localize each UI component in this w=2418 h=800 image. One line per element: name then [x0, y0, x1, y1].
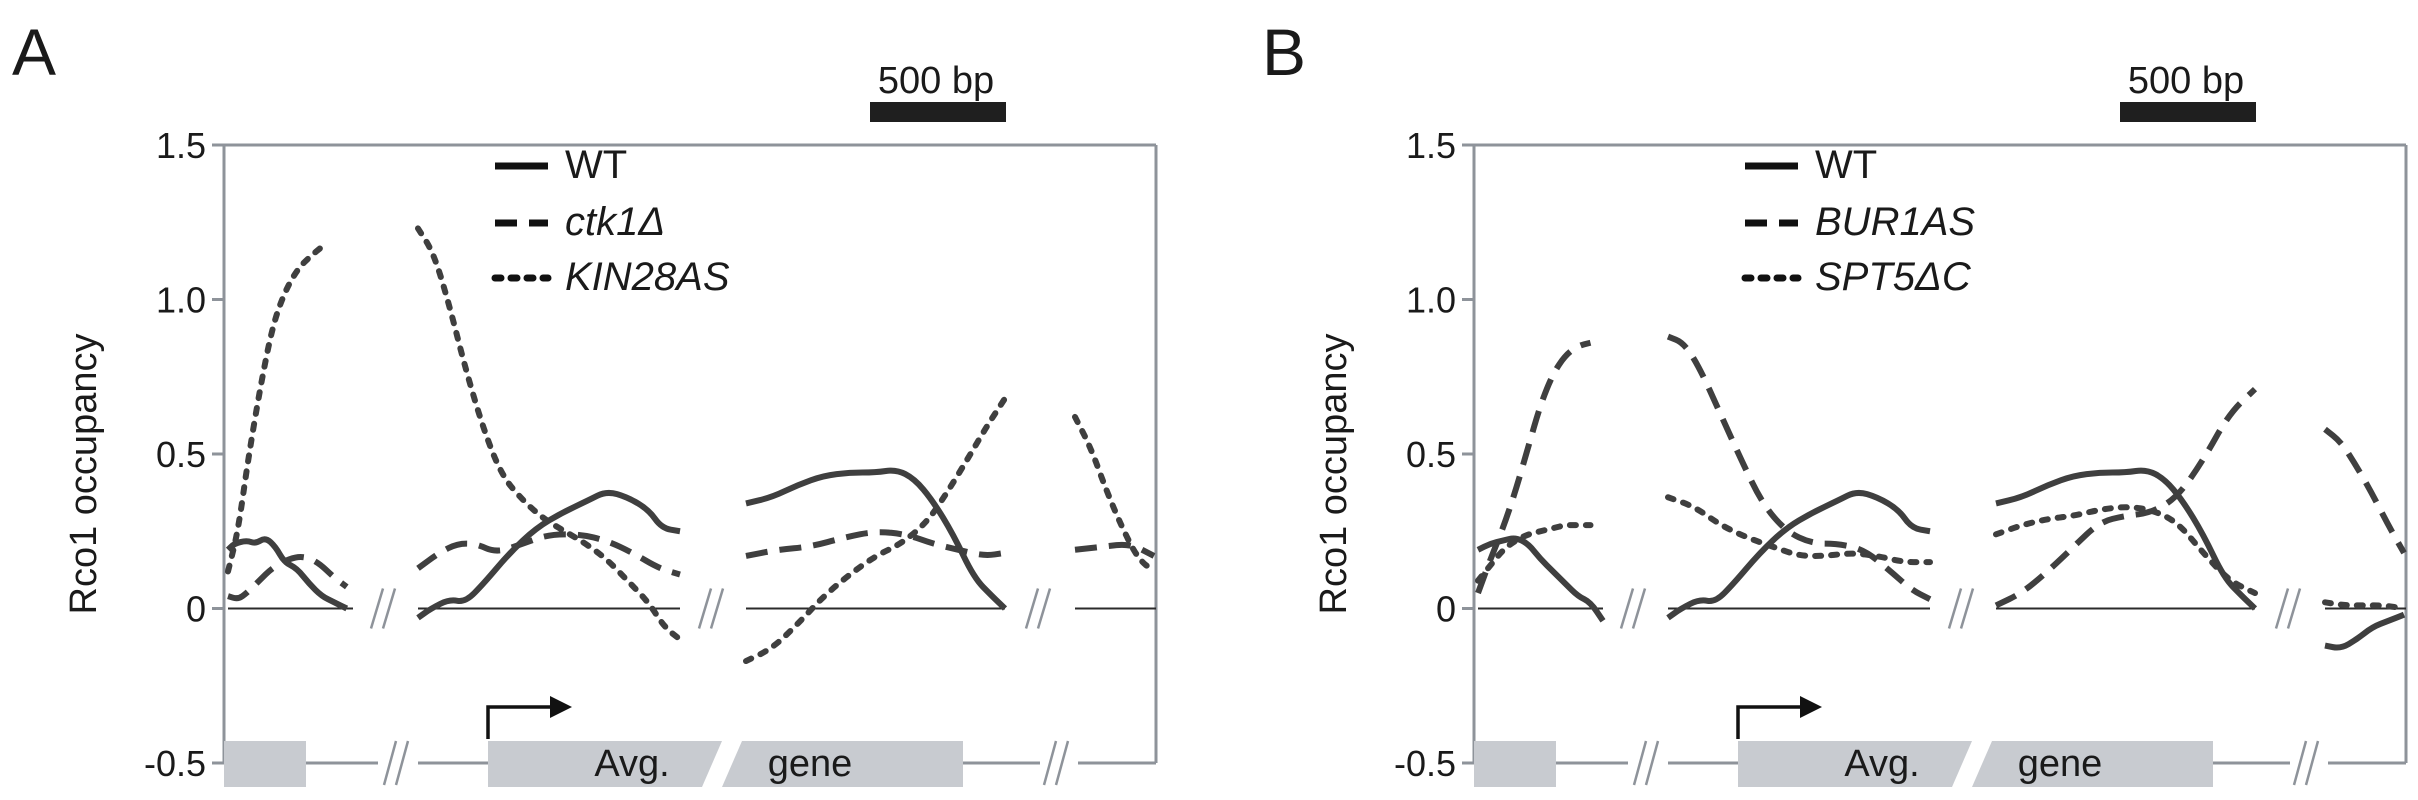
series-line-2: [1665, 494, 1933, 566]
tss-arrow-icon: [1736, 705, 1810, 739]
axis-break-mark: [1631, 588, 1647, 629]
series-line-2: [743, 395, 1008, 665]
series-line-1: [745, 529, 1006, 559]
axis-break-mark: [697, 588, 713, 629]
panel-letter: A: [12, 15, 56, 89]
legend-label: WT: [1815, 143, 1877, 187]
upstream-gene-box: [224, 741, 306, 787]
series-line-0: [2324, 611, 2406, 651]
y-tick-label: 0.5: [156, 434, 206, 475]
gene-break-mark: [1042, 740, 1058, 786]
series-line-1: [1475, 339, 1592, 595]
series-line-0: [1666, 489, 1931, 621]
series-line-1: [1666, 333, 1932, 602]
gene-break-mark: [382, 740, 398, 786]
scale-bar: [870, 102, 1006, 122]
gene-label-avg: Avg.: [594, 743, 669, 785]
y-tick-label: 1.0: [156, 280, 206, 321]
y-tick-label: 0: [1436, 589, 1456, 630]
series-line-0: [416, 489, 681, 621]
y-tick-label: 1.5: [1406, 125, 1456, 166]
scale-bar-label: 500 bp: [2128, 60, 2244, 102]
gene-body-3prime: [722, 741, 963, 787]
axis-break-mark: [1959, 588, 1975, 629]
series-line-0: [1995, 467, 2258, 611]
axis-break-mark: [1619, 588, 1635, 629]
scale-bar-label: 500 bp: [878, 60, 994, 102]
y-tick-label: 0.5: [1406, 434, 1456, 475]
series-line-2: [415, 225, 683, 643]
series-line-2: [1072, 413, 1157, 575]
gene-break-mark: [2292, 740, 2308, 786]
y-tick-label: 1.5: [156, 125, 206, 166]
series-line-1: [227, 554, 349, 602]
gene-label-gene: gene: [2018, 743, 2103, 785]
axis-break-mark: [2286, 588, 2302, 629]
legend-label: BUR1AS: [1815, 200, 1975, 244]
gene-break-mark: [1054, 740, 1070, 786]
gene-body-5prime: [488, 741, 722, 787]
tss-arrowhead-icon: [550, 696, 572, 718]
legend-label: KIN28AS: [565, 255, 730, 299]
gene-label-avg: Avg.: [1844, 743, 1919, 785]
series-line-1: [416, 531, 681, 578]
legend-label: ctk1Δ: [565, 200, 665, 244]
axis-break-mark: [1947, 588, 1963, 629]
series-line-1: [1074, 541, 1156, 559]
y-axis-label: Rco1 occupancy: [63, 334, 105, 615]
axis-break-mark: [2274, 588, 2290, 629]
series-line-2: [1475, 522, 1594, 584]
series-line-1: [1994, 386, 2258, 609]
y-axis-label: Rco1 occupancy: [1313, 334, 1355, 615]
axis-break-mark: [709, 588, 725, 629]
axis-break-mark: [1036, 588, 1052, 629]
gene-break-mark: [1644, 740, 1660, 786]
y-tick-label: -0.5: [1394, 743, 1456, 784]
axis-break-mark: [369, 588, 385, 629]
upstream-gene-box: [1474, 741, 1556, 787]
gene-label-gene: gene: [768, 743, 853, 785]
y-tick-label: 0: [186, 589, 206, 630]
legend-label: WT: [565, 143, 627, 187]
gene-break-mark: [2304, 740, 2320, 786]
tss-arrow-icon: [486, 705, 560, 739]
gene-body-5prime: [1738, 741, 1972, 787]
gene-break-mark: [394, 740, 410, 786]
y-tick-label: -0.5: [144, 743, 206, 784]
scale-bar: [2120, 102, 2256, 122]
series-line-2: [2322, 599, 2407, 612]
y-tick-label: 1.0: [1406, 280, 1456, 321]
axis-break-mark: [381, 588, 397, 629]
series-line-2: [225, 243, 325, 575]
series-line-0: [745, 467, 1008, 611]
axis-break-mark: [1024, 588, 1040, 629]
legend-label: SPT5ΔC: [1815, 255, 1972, 299]
panel-letter: B: [1262, 15, 1306, 89]
series-line-2: [1993, 504, 2258, 597]
gene-body-3prime: [1972, 741, 2213, 787]
panel-b: B 1.5 1.0 0.5 0 -0.5 Rco1 occupancy 500 bp WT BUR…: [1262, 15, 2408, 787]
tss-arrowhead-icon: [1800, 696, 1822, 718]
series-line-1: [2323, 426, 2407, 555]
series-line-0: [225, 536, 349, 612]
series-line-0: [1476, 535, 1606, 623]
panel-a: A 1.5 1.0 0.5 0 -0.5 Rco1 occupancy 500 bp WT ctk…: [12, 15, 1158, 787]
gene-break-mark: [1632, 740, 1648, 786]
